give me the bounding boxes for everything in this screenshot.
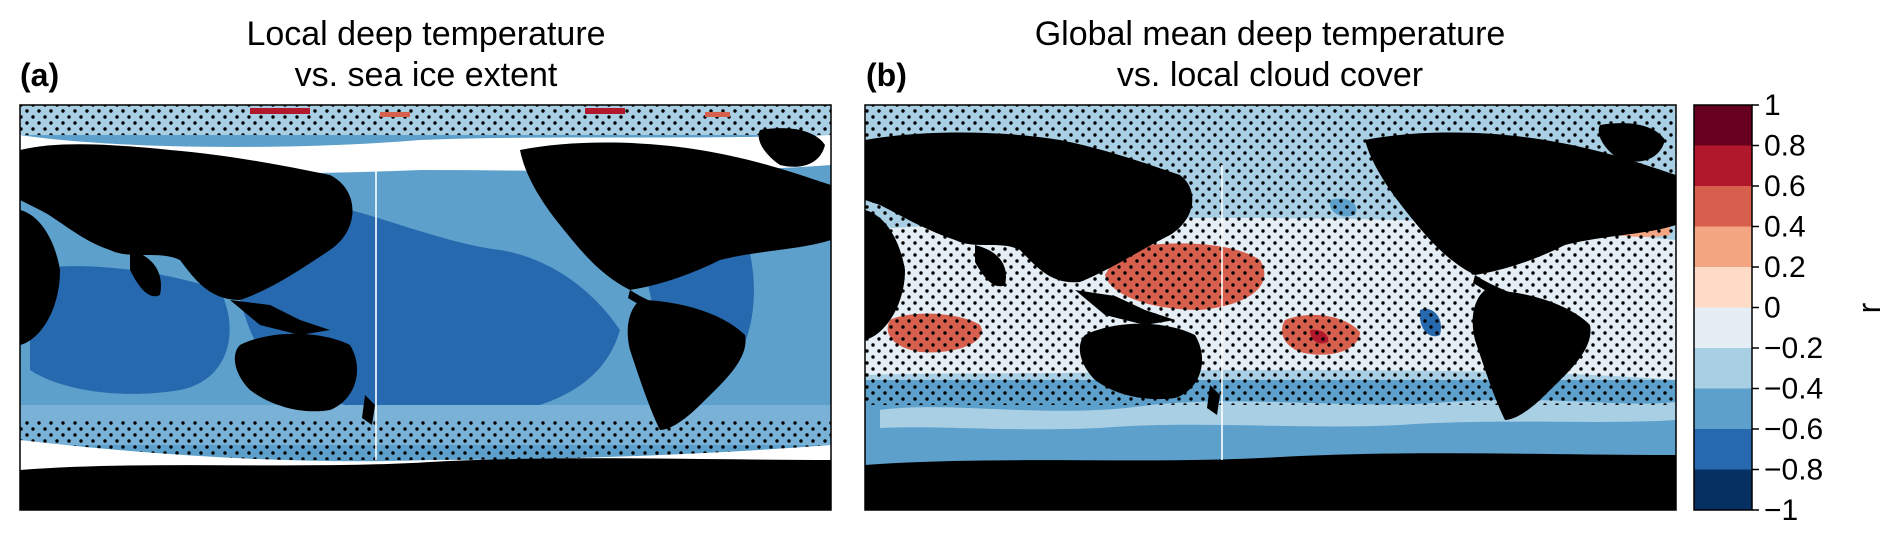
panel-b-south-america [1472, 290, 1591, 420]
panel-b-new-zealand [1207, 385, 1220, 415]
panel-b-north-america [1365, 132, 1676, 275]
panel-a-red-patch [705, 112, 730, 117]
colorbar-block [1694, 186, 1752, 227]
panel-a-greenland [758, 128, 825, 167]
panel-a-india [130, 250, 161, 297]
panel-a-map [20, 105, 831, 510]
panel-a-north-america [520, 142, 831, 290]
colorbar-block [1694, 388, 1752, 430]
panel-b-southern-light-ring [880, 399, 1676, 430]
panel-a-indian-core [30, 266, 230, 394]
panel-a: Local deep temperature vs. sea ice exten… [19, 15, 832, 511]
panel-b-map [865, 105, 1676, 510]
colorbar-tick-label: −0.6 [1764, 413, 1823, 446]
panel-a-south-america [627, 300, 746, 430]
panel-b-india [975, 245, 1006, 287]
colorbar: 1 0.8 0.6 0.4 0.2 0 −0.2 −0.4 −0.6 −0.8 −1 r [1693, 89, 1887, 527]
colorbar-ticks: 1 0.8 0.6 0.4 0.2 0 −0.2 −0.4 −0.6 −0.8 −1 [1752, 89, 1823, 527]
colorbar-block [1694, 105, 1752, 146]
panel-a-antarctica [20, 458, 831, 510]
panel-b-eurasia [865, 132, 1193, 283]
colorbar-block [1694, 469, 1752, 511]
panel-a-red-patch [250, 108, 310, 114]
colorbar-label: r [1851, 302, 1887, 313]
panel-a-title-line2: vs. sea ice extent [295, 56, 558, 94]
panel-b-frame [864, 104, 1677, 511]
panel-a-eurasia [20, 144, 353, 300]
panel-a-new-zealand [362, 395, 375, 425]
panel-b-title-line2: vs. local cloud cover [1117, 56, 1423, 94]
panel-a-australia [234, 333, 358, 412]
colorbar-tick-label: 0.6 [1764, 170, 1806, 203]
colorbar-block [1694, 348, 1752, 389]
panel-b-indonesia [1075, 290, 1175, 325]
panel-a-stipple-north [20, 105, 831, 135]
panel-b-greenland [1598, 123, 1665, 162]
colorbar-tick-label: −0.2 [1764, 332, 1823, 365]
colorbar-tick-label: −0.4 [1764, 373, 1823, 406]
colorbar-tick-label: 1 [1764, 89, 1781, 122]
colorbar-tick-label: 0.8 [1764, 130, 1806, 163]
panel-b-antarctica [865, 453, 1676, 510]
panel-a-red-patch [380, 112, 410, 117]
panel-b-africa-east [865, 210, 905, 340]
panel-a-label: (a) [20, 57, 59, 93]
colorbar-block [1694, 145, 1752, 187]
colorbar-tick-label: −1 [1764, 494, 1798, 527]
panel-a-title-line1: Local deep temperature [246, 15, 605, 53]
panel-a-africa-east [20, 210, 60, 345]
panel-a-indonesia [230, 300, 330, 335]
colorbar-block [1694, 267, 1752, 308]
panel-a-red-patch [585, 108, 625, 114]
colorbar-blocks [1694, 105, 1752, 511]
panel-b-australia [1079, 323, 1203, 400]
colorbar-block [1694, 429, 1752, 470]
colorbar-tick-label: 0.4 [1764, 211, 1806, 244]
colorbar-tick-label: −0.8 [1764, 454, 1823, 487]
colorbar-block [1694, 307, 1752, 349]
panel-a-frame [19, 104, 832, 511]
colorbar-block [1694, 226, 1752, 268]
colorbar-tick-label: 0.2 [1764, 251, 1806, 284]
colorbar-tick-label: 0 [1764, 292, 1781, 325]
panel-b-label: (b) [866, 57, 907, 93]
panel-b-title-line1: Global mean deep temperature [1035, 15, 1506, 53]
panel-b: Global mean deep temperature vs. local c… [864, 15, 1677, 511]
